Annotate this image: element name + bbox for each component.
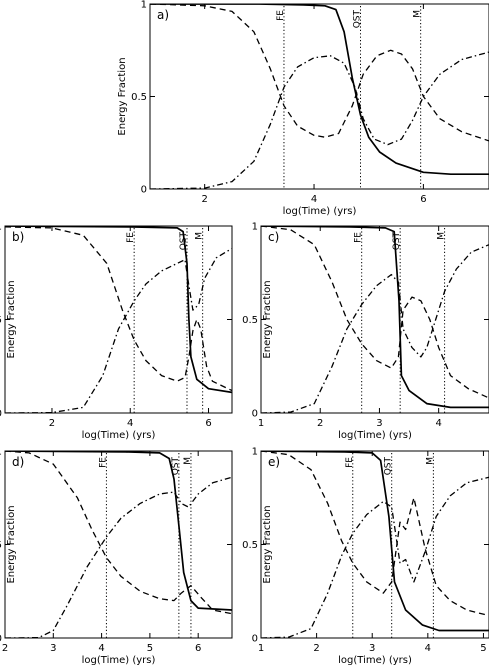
y-tick-label: 0.5 <box>242 315 258 326</box>
x-tick-label: 2 <box>2 643 8 654</box>
x-axis-label: log(Time) (yrs) <box>82 655 156 666</box>
panel-a: 2 4 6 0 0.5 1 log(Time) (yrs) Energy Fraction a)… <box>117 0 489 217</box>
x-tick-label: 3 <box>376 418 382 429</box>
plot-frame <box>149 3 489 190</box>
y-tick-label: 0 <box>0 634 2 645</box>
x-tick-label: 6 <box>420 194 426 205</box>
panel-label: c) <box>268 230 279 244</box>
y-tick-label: 1 <box>0 222 2 233</box>
marker-label-m: M <box>195 232 205 240</box>
series-dash-line <box>261 226 489 399</box>
marker-label-m: M <box>437 232 447 240</box>
x-tick-label: 4 <box>127 418 133 429</box>
marker-label-fe: FE <box>345 457 355 468</box>
marker-label-fe: FE <box>354 232 364 243</box>
y-axis-label: Energy Fraction <box>6 280 17 358</box>
y-tick-label: 1 <box>252 222 258 233</box>
x-tick-label: 4 <box>425 643 431 654</box>
y-axis-label: Energy Fraction <box>262 505 273 583</box>
panel-d: 2 3 4 5 6 0 0.5 1 log(Time) (yrs) Energy Fraction… <box>0 447 233 666</box>
x-tick-label: 6 <box>205 418 211 429</box>
series-solid-line <box>150 4 489 176</box>
series-solid-line <box>5 226 232 394</box>
series-dash-line <box>261 451 489 617</box>
plot-frame <box>4 225 233 414</box>
x-tick-label: 1 <box>258 418 264 429</box>
x-tick-label: 2 <box>313 643 319 654</box>
x-tick-label: 4 <box>311 194 317 205</box>
plot-frame <box>4 450 233 639</box>
series-dashdot-line <box>261 476 489 638</box>
marker-label-m: M <box>183 457 193 465</box>
x-tick-label: 4 <box>435 418 441 429</box>
marker-label-fe: FE <box>276 10 286 21</box>
x-tick-label: 6 <box>195 643 201 654</box>
series-dashdot-line <box>5 247 232 413</box>
y-tick-label: 1 <box>252 447 258 458</box>
x-tick-label: 4 <box>98 643 104 654</box>
series-dashdot-line <box>261 244 489 413</box>
series-dashdot-line <box>150 51 489 189</box>
y-axis-label: Energy Fraction <box>262 280 273 358</box>
marker-label-qst: QST <box>384 457 394 476</box>
panel-label: d) <box>12 455 24 469</box>
y-tick-label: 0 <box>0 409 2 420</box>
marker-label-m: M <box>413 10 423 18</box>
panel-label: b) <box>12 230 24 244</box>
x-axis-label: log(Time) (yrs) <box>283 206 357 217</box>
x-tick-label: 1 <box>258 643 264 654</box>
x-axis-label: log(Time) (yrs) <box>82 430 156 441</box>
x-tick-label: 2 <box>49 418 55 429</box>
x-tick-label: 3 <box>50 643 56 654</box>
x-tick-label: 5 <box>480 643 486 654</box>
marker-label-fe: FE <box>126 232 136 243</box>
y-tick-label: 0.5 <box>242 540 258 551</box>
x-tick-label: 5 <box>147 643 153 654</box>
panel-b: 2 4 6 0 0.5 1 log(Time) (yrs) Energy Fraction b)… <box>0 222 233 441</box>
plot-frame <box>260 225 489 414</box>
plot-frame <box>260 450 489 639</box>
series-solid-line <box>261 226 489 409</box>
marker-label-fe: FE <box>98 457 108 468</box>
marker-label-qst: QST <box>171 457 181 476</box>
series-dashdot-line <box>5 476 232 638</box>
panel-label: a) <box>157 8 169 22</box>
marker-label-qst: QST <box>353 10 363 29</box>
y-tick-label: 1 <box>141 0 147 11</box>
y-tick-label: 0 <box>252 634 258 645</box>
panel-c: 1 2 3 4 0 0.5 1 log(Time) (yrs) Energy Fraction c… <box>242 222 489 441</box>
y-tick-label: 0 <box>141 185 147 196</box>
panel-e: 1 2 3 4 5 0 0.5 1 log(Time) (yrs) Energy Fraction… <box>242 447 489 666</box>
series-solid-line <box>5 451 232 611</box>
x-axis-label: log(Time) (yrs) <box>338 655 412 666</box>
x-tick-label: 3 <box>369 643 375 654</box>
series-dash-line <box>5 451 232 615</box>
panel-label: e) <box>268 455 280 469</box>
x-axis-label: log(Time) (yrs) <box>338 430 412 441</box>
y-axis-label: Energy Fraction <box>117 57 128 135</box>
x-tick-label: 2 <box>317 418 323 429</box>
y-axis-label: Energy Fraction <box>6 505 17 583</box>
marker-label-qst: QST <box>392 232 402 251</box>
series-solid-line <box>261 451 489 632</box>
y-tick-label: 1 <box>0 447 2 458</box>
y-tick-label: 0.5 <box>131 92 147 103</box>
y-tick-label: 0 <box>252 409 258 420</box>
y-tick-label: 0.5 <box>0 540 2 551</box>
y-tick-label: 0.5 <box>0 315 2 326</box>
marker-label-m: M <box>425 457 435 465</box>
x-tick-label: 2 <box>201 194 207 205</box>
series-dash-line <box>150 4 489 142</box>
series-dash-line <box>5 226 232 392</box>
